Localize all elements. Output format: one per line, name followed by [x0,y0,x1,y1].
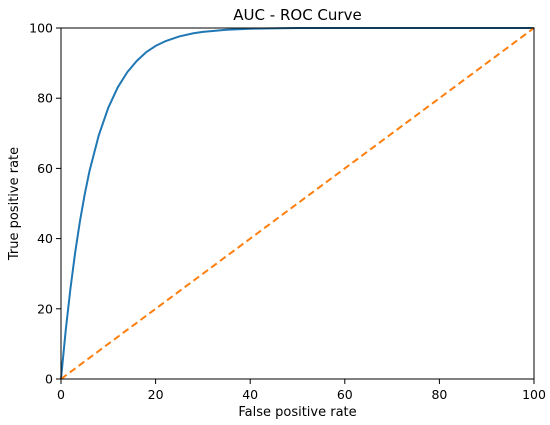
y-tick-label: 40 [37,231,53,246]
x-tick-label: 20 [148,387,164,402]
y-tick-label: 20 [37,301,53,316]
y-tick-label: 0 [45,372,53,387]
x-tick-label: 0 [57,387,65,402]
y-axis-label: True positive rate [7,147,22,261]
chart-title: AUC - ROC Curve [233,6,361,24]
plot-frame [60,27,535,380]
x-tick-label: 40 [242,387,258,402]
y-tick-label: 60 [37,161,53,176]
plot-area [60,27,535,380]
y-tick-label: 80 [37,91,53,106]
x-tick-label: 100 [522,387,546,402]
x-axis-ticks: 0 20 40 60 80 100 [57,379,546,402]
series-line-2 [60,27,535,380]
y-axis-ticks: 0 20 40 60 80 100 [29,21,61,387]
x-tick-label: 80 [431,387,447,402]
x-axis-label: False positive rate [238,405,356,420]
x-tick-label: 60 [337,387,353,402]
y-tick-label: 100 [29,21,53,36]
